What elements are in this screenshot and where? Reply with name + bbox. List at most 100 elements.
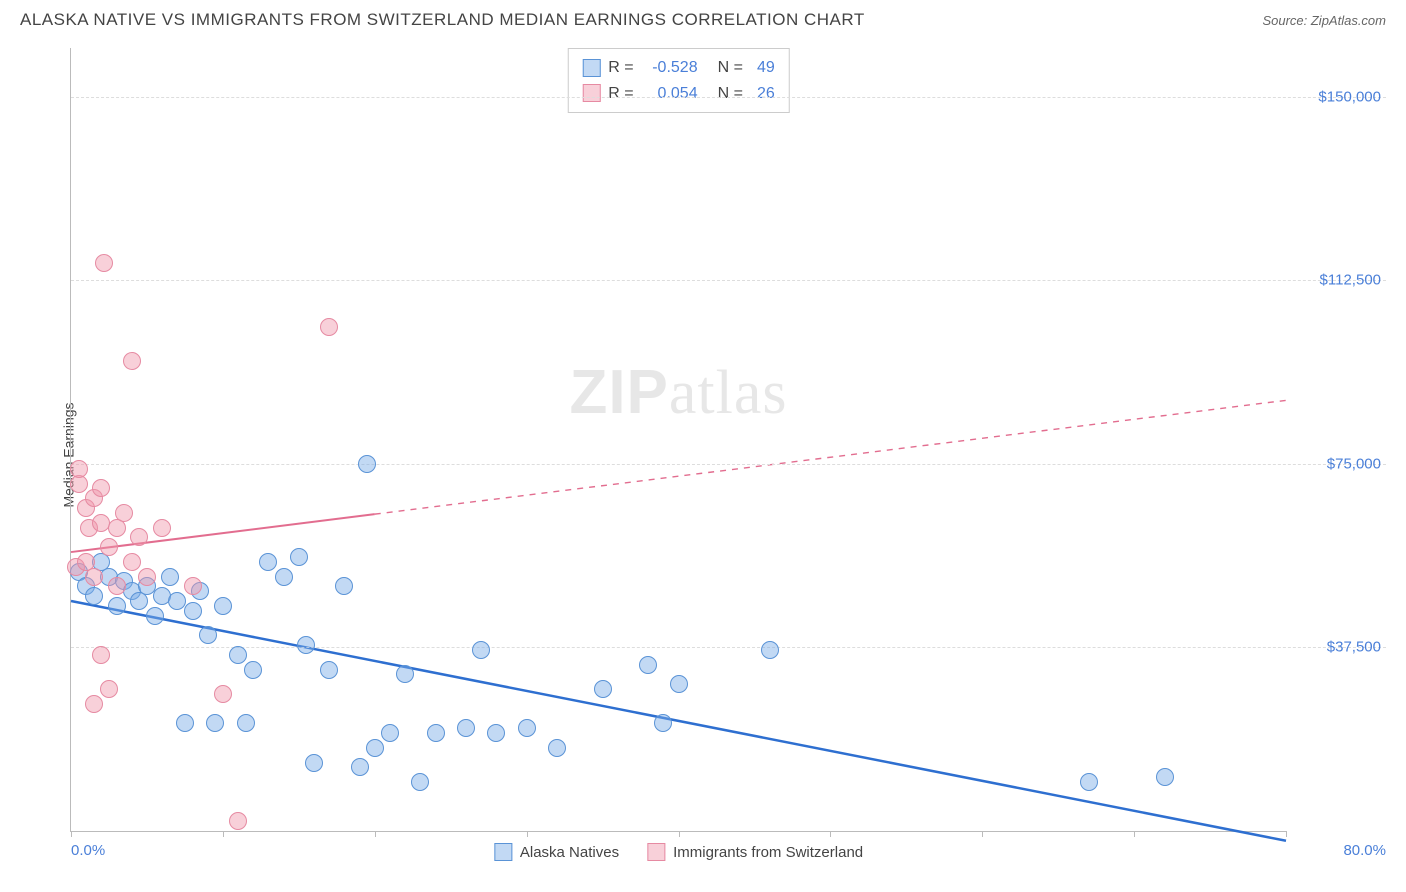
scatter-point-alaska (237, 714, 255, 732)
correlation-row-swiss: R = 0.054 N = 26 (582, 81, 774, 107)
scatter-point-alaska (244, 661, 262, 679)
scatter-point-swiss (108, 577, 126, 595)
trend-lines-layer (71, 48, 1286, 831)
legend-label: Immigrants from Switzerland (673, 844, 863, 861)
scatter-point-swiss (123, 352, 141, 370)
scatter-point-swiss (85, 695, 103, 713)
gridline (71, 647, 1386, 648)
correlation-row-alaska: R = -0.528 N = 49 (582, 55, 774, 81)
swatch-alaska (582, 59, 600, 77)
scatter-point-alaska (214, 597, 232, 615)
scatter-point-alaska (297, 636, 315, 654)
scatter-point-alaska (457, 719, 475, 737)
y-tick-label: $37,500 (1291, 639, 1381, 656)
r-value: 0.054 (642, 81, 698, 107)
x-tick-label: 80.0% (1343, 842, 1386, 859)
x-tick (375, 831, 376, 837)
scatter-point-alaska (358, 455, 376, 473)
scatter-point-alaska (472, 641, 490, 659)
scatter-point-swiss (85, 568, 103, 586)
scatter-point-swiss (100, 538, 118, 556)
scatter-point-alaska (366, 739, 384, 757)
n-value: 49 (757, 55, 775, 81)
r-label: R = (608, 81, 633, 107)
scatter-point-alaska (761, 641, 779, 659)
scatter-point-alaska (335, 577, 353, 595)
legend-item-swiss: Immigrants from Switzerland (647, 843, 863, 861)
scatter-point-alaska (199, 626, 217, 644)
x-tick (1134, 831, 1135, 837)
scatter-point-alaska (427, 724, 445, 742)
gridline (71, 464, 1386, 465)
scatter-point-alaska (670, 675, 688, 693)
gridline (71, 97, 1386, 98)
scatter-point-alaska (639, 656, 657, 674)
scatter-point-swiss (100, 680, 118, 698)
scatter-point-alaska (1080, 773, 1098, 791)
correlation-legend: R = -0.528 N = 49 R = 0.054 N = 26 (567, 48, 789, 113)
scatter-point-alaska (518, 719, 536, 737)
y-tick-label: $75,000 (1291, 455, 1381, 472)
scatter-point-alaska (259, 553, 277, 571)
scatter-point-alaska (176, 714, 194, 732)
scatter-point-swiss (92, 646, 110, 664)
scatter-point-alaska (396, 665, 414, 683)
swatch-swiss (647, 843, 665, 861)
x-tick (71, 831, 72, 837)
scatter-point-swiss (214, 685, 232, 703)
plot-area: ZIPatlas R =-0.528N =49R =0.054N =26 Ala… (70, 48, 1286, 832)
scatter-point-alaska (146, 607, 164, 625)
trendline-swiss-dashed (375, 400, 1286, 514)
chart-container: Median Earnings ZIPatlas R =-0.528N =49R… (20, 38, 1386, 872)
scatter-point-swiss (70, 460, 88, 478)
x-tick-label: 0.0% (71, 842, 105, 859)
scatter-point-alaska (275, 568, 293, 586)
scatter-point-swiss (138, 568, 156, 586)
scatter-point-alaska (108, 597, 126, 615)
source-attribution: Source: ZipAtlas.com (1262, 13, 1386, 28)
scatter-point-alaska (161, 568, 179, 586)
scatter-point-swiss (95, 254, 113, 272)
swatch-alaska (494, 843, 512, 861)
chart-title: ALASKA NATIVE VS IMMIGRANTS FROM SWITZER… (20, 10, 865, 30)
r-label: R = (608, 55, 633, 81)
swatch-swiss (582, 84, 600, 102)
scatter-point-alaska (1156, 768, 1174, 786)
n-label: N = (718, 55, 743, 81)
scatter-point-swiss (123, 553, 141, 571)
scatter-point-alaska (351, 758, 369, 776)
gridline (71, 280, 1386, 281)
scatter-point-alaska (411, 773, 429, 791)
x-tick (679, 831, 680, 837)
scatter-point-alaska (305, 754, 323, 772)
scatter-point-swiss (92, 479, 110, 497)
scatter-point-alaska (85, 587, 103, 605)
scatter-point-swiss (115, 504, 133, 522)
scatter-point-alaska (654, 714, 672, 732)
x-tick (982, 831, 983, 837)
scatter-point-alaska (184, 602, 202, 620)
scatter-point-alaska (206, 714, 224, 732)
series-legend: Alaska Natives Immigrants from Switzerlan… (494, 843, 863, 861)
y-tick-label: $112,500 (1291, 272, 1381, 289)
n-label: N = (718, 81, 743, 107)
scatter-point-swiss (130, 528, 148, 546)
y-tick-label: $150,000 (1291, 88, 1381, 105)
x-tick (527, 831, 528, 837)
x-tick (830, 831, 831, 837)
r-value: -0.528 (642, 55, 698, 81)
n-value: 26 (757, 81, 775, 107)
scatter-point-swiss (184, 577, 202, 595)
scatter-point-swiss (229, 812, 247, 830)
x-tick (223, 831, 224, 837)
scatter-point-swiss (153, 519, 171, 537)
scatter-point-swiss (320, 318, 338, 336)
x-tick (1286, 831, 1287, 837)
legend-item-alaska: Alaska Natives (494, 843, 619, 861)
scatter-point-alaska (320, 661, 338, 679)
scatter-point-alaska (487, 724, 505, 742)
legend-label: Alaska Natives (520, 844, 619, 861)
scatter-point-alaska (594, 680, 612, 698)
scatter-point-alaska (548, 739, 566, 757)
scatter-point-alaska (290, 548, 308, 566)
